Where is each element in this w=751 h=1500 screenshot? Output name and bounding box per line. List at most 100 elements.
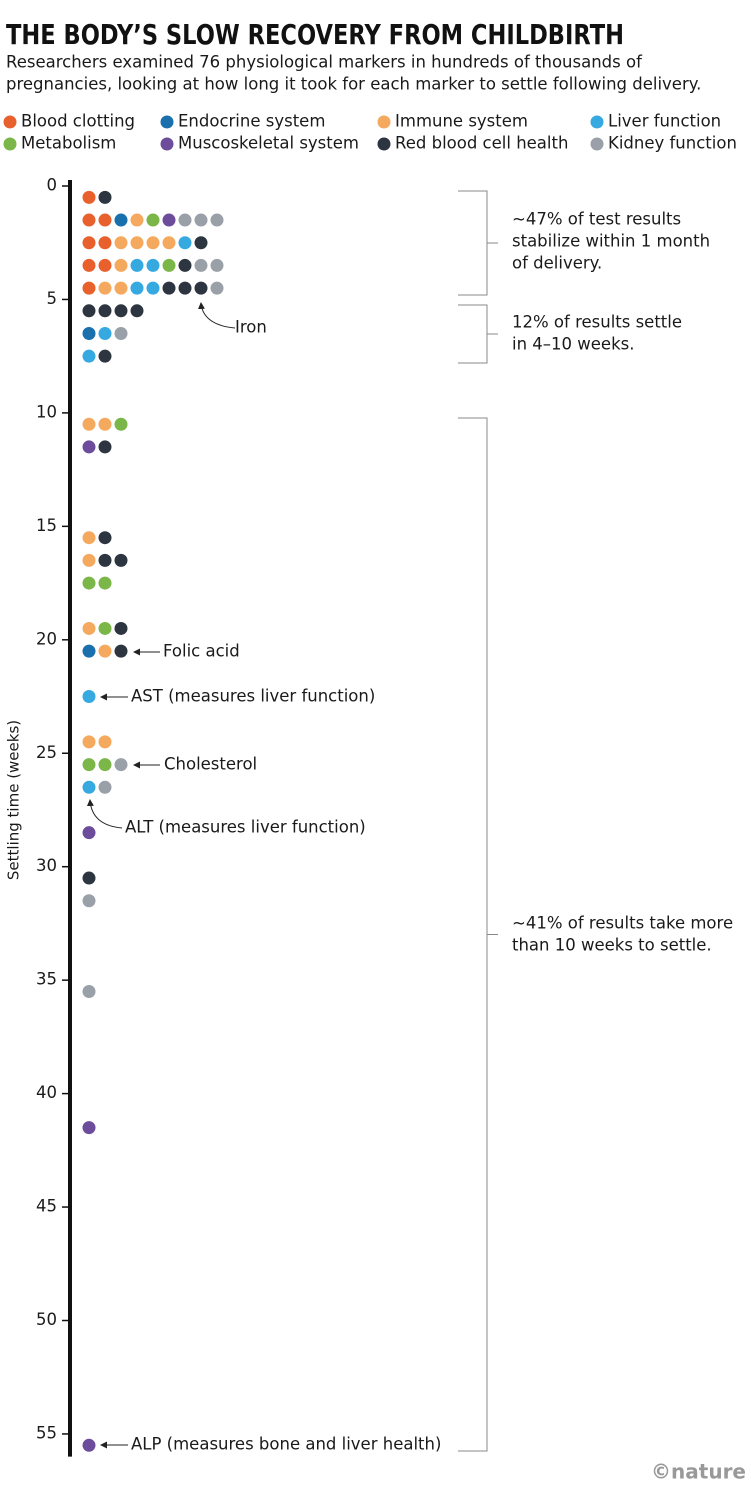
note: 12% of results settle bbox=[512, 313, 682, 332]
dot bbox=[130, 281, 144, 295]
dot bbox=[82, 326, 96, 340]
annotation: Folic acid bbox=[163, 642, 240, 661]
note: of delivery. bbox=[512, 254, 602, 273]
dot bbox=[82, 190, 96, 204]
dot bbox=[82, 690, 96, 704]
dot bbox=[82, 871, 96, 885]
note: stabilize within 1 month bbox=[512, 232, 710, 251]
dot bbox=[114, 417, 128, 431]
y-tick-label: 50 bbox=[36, 1310, 57, 1329]
y-tick-label: 0 bbox=[47, 176, 58, 195]
dot bbox=[98, 213, 112, 227]
bracket bbox=[458, 417, 498, 1452]
dot bbox=[146, 236, 160, 250]
dot bbox=[114, 644, 128, 658]
dot bbox=[114, 621, 128, 635]
dot bbox=[162, 258, 176, 272]
dot bbox=[130, 304, 144, 318]
dot bbox=[82, 621, 96, 635]
y-tick-label: 55 bbox=[36, 1423, 57, 1442]
dot bbox=[98, 576, 112, 590]
y-tick-label: 40 bbox=[36, 1083, 57, 1102]
dot bbox=[114, 236, 128, 250]
dot bbox=[210, 258, 224, 272]
note: ~41% of results take more bbox=[512, 914, 733, 933]
legend-label: Blood clotting bbox=[21, 112, 135, 131]
legend-label: Muscoskeletal system bbox=[178, 134, 359, 153]
dot bbox=[98, 190, 112, 204]
subtitle: pregnancies, looking at how long it took… bbox=[6, 75, 701, 94]
dot bbox=[98, 440, 112, 454]
legend-label: Kidney function bbox=[608, 134, 737, 153]
dot bbox=[178, 281, 192, 295]
dot bbox=[114, 326, 128, 340]
annotation: ALP (measures bone and liver health) bbox=[131, 1435, 441, 1454]
y-tick-label: 5 bbox=[47, 289, 58, 308]
dot bbox=[82, 984, 96, 998]
dot bbox=[130, 236, 144, 250]
legend-swatch bbox=[377, 115, 391, 129]
bracket bbox=[458, 190, 498, 296]
dot bbox=[82, 236, 96, 250]
dot bbox=[146, 213, 160, 227]
dot bbox=[98, 553, 112, 567]
dot bbox=[98, 780, 112, 794]
bracket bbox=[458, 304, 498, 364]
note: ~47% of test results bbox=[512, 210, 681, 229]
dot bbox=[82, 1121, 96, 1135]
dot bbox=[82, 826, 96, 840]
dot bbox=[98, 644, 112, 658]
dot bbox=[114, 553, 128, 567]
dot bbox=[114, 213, 128, 227]
annotation-arrow bbox=[86, 799, 123, 829]
annotation-arrow bbox=[197, 302, 236, 329]
y-tick-label: 25 bbox=[36, 743, 57, 762]
dot bbox=[114, 258, 128, 272]
dot bbox=[98, 531, 112, 545]
dot bbox=[98, 349, 112, 363]
dot bbox=[162, 236, 176, 250]
y-tick-label: 20 bbox=[36, 629, 57, 648]
dot bbox=[82, 576, 96, 590]
annotation: Cholesterol bbox=[164, 755, 257, 774]
dot bbox=[82, 894, 96, 908]
dot bbox=[82, 281, 96, 295]
y-tick-label: 30 bbox=[36, 856, 57, 875]
legend-swatch bbox=[3, 115, 17, 129]
legend-swatch bbox=[590, 137, 604, 151]
annotation: Iron bbox=[235, 318, 267, 337]
dot bbox=[98, 281, 112, 295]
dot bbox=[98, 304, 112, 318]
annotation: AST (measures liver function) bbox=[131, 687, 375, 706]
legend-swatch bbox=[590, 115, 604, 129]
dot bbox=[82, 440, 96, 454]
note: than 10 weeks to settle. bbox=[512, 936, 712, 955]
dot bbox=[82, 644, 96, 658]
dot bbox=[130, 258, 144, 272]
dot bbox=[210, 281, 224, 295]
dot bbox=[98, 258, 112, 272]
legend-label: Immune system bbox=[395, 112, 528, 131]
dot bbox=[98, 621, 112, 635]
legend-label: Metabolism bbox=[21, 134, 116, 153]
dot bbox=[82, 531, 96, 545]
dot bbox=[82, 735, 96, 749]
dot bbox=[82, 304, 96, 318]
dot bbox=[82, 758, 96, 772]
dot bbox=[130, 213, 144, 227]
dot bbox=[82, 349, 96, 363]
annotation: ALT (measures liver function) bbox=[125, 818, 366, 837]
credit: ©nature bbox=[651, 1460, 746, 1484]
dot bbox=[178, 258, 192, 272]
dot bbox=[178, 213, 192, 227]
dot bbox=[194, 213, 208, 227]
dot bbox=[194, 281, 208, 295]
dot bbox=[178, 236, 192, 250]
dot bbox=[98, 236, 112, 250]
legend-swatch bbox=[377, 137, 391, 151]
legend-swatch bbox=[160, 137, 174, 151]
dot bbox=[194, 258, 208, 272]
dot bbox=[98, 758, 112, 772]
dot bbox=[98, 326, 112, 340]
